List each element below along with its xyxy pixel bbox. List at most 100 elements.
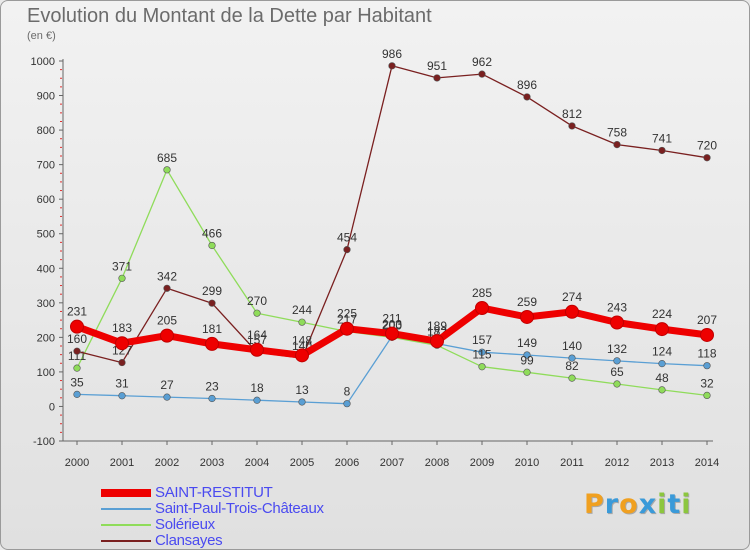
data-point-solerieux: [253, 309, 261, 317]
legend: SAINT-RESTITUT Saint-Paul-Trois-Châteaux S…: [101, 484, 401, 549]
legend-item-clansayes: Clansayes: [101, 532, 401, 549]
y-tick-label: 1000: [31, 56, 55, 68]
data-label-saint-restitut: 164: [247, 328, 267, 342]
data-label-saint-paul-trois-chateaux: 140: [562, 339, 582, 353]
series-saint-restitut: 231 183 205 181 164 148 225 211 189 285 259 274 243 2…: [67, 286, 717, 363]
legend-label: Solérieux: [155, 516, 215, 533]
data-point-saint-restitut: [565, 304, 579, 319]
data-point-solerieux: [298, 318, 306, 326]
data-point-saint-paul-trois-chateaux: [298, 398, 306, 406]
data-label-saint-paul-trois-chateaux: 18: [250, 381, 264, 395]
chart-subtitle: (en €): [27, 30, 56, 42]
data-label-clansayes: 962: [472, 55, 492, 69]
data-label-saint-restitut: 189: [427, 319, 447, 333]
data-point-saint-paul-trois-chateaux: [118, 392, 126, 400]
data-point-saint-restitut: [520, 309, 534, 324]
data-point-clansayes: [388, 62, 396, 70]
data-point-clansayes: [523, 93, 531, 101]
legend-swatch: [101, 524, 151, 526]
data-point-clansayes: [658, 146, 666, 155]
data-label-saint-restitut: 285: [472, 286, 492, 300]
x-tick-label: 2004: [245, 457, 269, 469]
data-point-saint-restitut: [475, 301, 489, 315]
data-point-clansayes: [478, 70, 486, 78]
data-point-clansayes: [343, 246, 351, 254]
x-tick-label: 2003: [200, 457, 224, 469]
legend-label: SAINT-RESTITUT: [155, 484, 273, 501]
data-label-clansayes: 454: [337, 231, 357, 245]
x-tick-label: 2001: [110, 457, 134, 469]
data-label-saint-restitut: 148: [292, 333, 312, 347]
data-label-solerieux: 82: [565, 359, 579, 373]
y-tick-label: 600: [37, 194, 55, 206]
data-label-saint-restitut: 274: [562, 290, 582, 304]
data-label-saint-paul-trois-chateaux: 27: [160, 378, 174, 392]
x-tick-label: 2000: [65, 457, 89, 469]
data-point-saint-restitut: [385, 326, 399, 341]
data-point-saint-paul-trois-chateaux: [658, 360, 666, 368]
data-label-clansayes: 741: [652, 131, 672, 145]
x-tick-label: 2002: [155, 457, 179, 469]
data-label-solerieux: 32: [700, 376, 714, 390]
data-label-clansayes: 812: [562, 107, 582, 121]
data-label-saint-restitut: 183: [112, 321, 132, 335]
chart-title: Evolution du Montant de la Dette par Hab…: [27, 5, 432, 27]
data-point-saint-paul-trois-chateaux: [568, 354, 576, 362]
data-point-saint-restitut: [115, 336, 129, 351]
data-label-saint-restitut: 207: [697, 313, 717, 327]
data-point-saint-restitut: [430, 334, 444, 349]
y-tick-label: 300: [37, 298, 55, 310]
data-label-clansayes: 896: [517, 78, 537, 92]
data-label-saint-restitut: 181: [202, 322, 222, 336]
data-point-saint-restitut: [160, 328, 174, 343]
x-tick-label: 2008: [425, 457, 449, 469]
data-point-saint-paul-trois-chateaux: [703, 362, 711, 370]
data-point-clansayes: [73, 347, 81, 355]
legend-item-saint-restitut: SAINT-RESTITUT: [101, 484, 401, 501]
proxiti-logo: Proxiti: [584, 489, 692, 520]
data-point-saint-restitut: [250, 342, 264, 357]
x-tick-label: 2005: [290, 457, 314, 469]
data-label-saint-paul-trois-chateaux: 124: [652, 345, 672, 359]
legend-swatch: [101, 489, 151, 497]
data-point-saint-restitut: [70, 319, 84, 334]
data-label-clansayes: 758: [607, 126, 627, 140]
logo-letter: r: [604, 489, 620, 520]
data-label-saint-paul-trois-chateaux: 23: [205, 380, 219, 394]
data-point-solerieux: [613, 380, 621, 388]
data-label-clansayes: 157: [247, 333, 267, 347]
legend-item-solerieux: Solérieux: [101, 516, 401, 533]
y-tick-label: 200: [37, 332, 55, 344]
data-point-saint-paul-trois-chateaux: [253, 396, 261, 404]
data-point-clansayes: [433, 74, 441, 82]
data-point-clansayes: [568, 122, 576, 130]
data-point-solerieux: [568, 374, 576, 382]
data-point-saint-restitut: [340, 321, 354, 336]
data-point-saint-restitut: [655, 322, 669, 337]
data-label-saint-paul-trois-chateaux: 8: [344, 385, 351, 399]
logo-letter: x: [638, 489, 658, 520]
data-label-clansayes: 299: [202, 284, 222, 298]
data-label-solerieux: 371: [112, 259, 132, 273]
data-point-solerieux: [658, 386, 666, 394]
data-label-solerieux: 99: [520, 353, 534, 367]
y-tick-label: 100: [37, 367, 55, 379]
data-label-clansayes: 951: [427, 59, 447, 73]
data-label-saint-paul-trois-chateaux: 157: [472, 333, 492, 347]
data-point-saint-paul-trois-chateaux: [208, 394, 216, 403]
data-label-solerieux: 48: [655, 371, 669, 385]
data-label-saint-restitut: 243: [607, 301, 627, 315]
y-tick-label: 400: [37, 263, 55, 275]
legend-item-saint-paul-trois-chateaux: Saint-Paul-Trois-Châteaux: [101, 500, 401, 517]
data-point-saint-paul-trois-chateaux: [523, 351, 531, 359]
legend-label: Saint-Paul-Trois-Châteaux: [155, 500, 324, 517]
data-point-saint-restitut: [610, 315, 624, 330]
data-point-solerieux: [73, 364, 81, 372]
data-label-saint-restitut: 205: [157, 314, 177, 328]
data-label-saint-paul-trois-chateaux: 149: [517, 336, 537, 350]
data-label-solerieux: 685: [157, 151, 177, 165]
legend-label: Clansayes: [155, 532, 223, 549]
logo-letter: o: [619, 489, 639, 520]
